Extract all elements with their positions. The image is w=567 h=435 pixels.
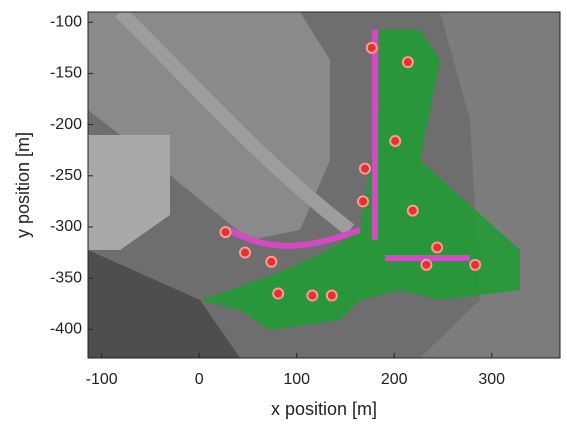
waypoint	[327, 291, 337, 301]
x-tick-label: -100	[86, 371, 118, 388]
waypoint	[273, 289, 283, 299]
aerial-background	[88, 12, 560, 358]
waypoint	[360, 164, 370, 174]
y-tick-label: -100	[50, 13, 82, 30]
waypoint	[358, 196, 368, 206]
y-tick-label: -400	[50, 321, 82, 338]
waypoint	[408, 206, 418, 216]
waypoint	[240, 248, 250, 258]
y-tick-label: -350	[50, 269, 82, 286]
waypoint	[266, 257, 276, 267]
x-axis-label: x position [m]	[271, 399, 377, 419]
x-tick-label: 300	[478, 371, 505, 388]
waypoint	[307, 291, 317, 301]
waypoint	[390, 136, 400, 146]
waypoint	[432, 242, 442, 252]
y-tick-label: -150	[50, 65, 82, 82]
waypoint	[403, 57, 413, 67]
waypoint	[221, 227, 231, 237]
page: x position [m] y position [m] -100 0 100 20…	[0, 0, 567, 430]
y-axis-label: y position [m]	[13, 132, 33, 238]
x-tick-label: 100	[283, 371, 310, 388]
waypoint	[470, 260, 480, 270]
y-tick-label: -300	[50, 218, 82, 235]
y-tick-label: -250	[50, 167, 82, 184]
chart: x position [m] y position [m] -100 0 100 20…	[0, 0, 567, 430]
y-tick-label: -200	[50, 116, 82, 133]
waypoint	[421, 260, 431, 270]
x-tick-label: 0	[195, 371, 204, 388]
x-tick-label: 200	[381, 371, 408, 388]
waypoint	[367, 43, 377, 53]
